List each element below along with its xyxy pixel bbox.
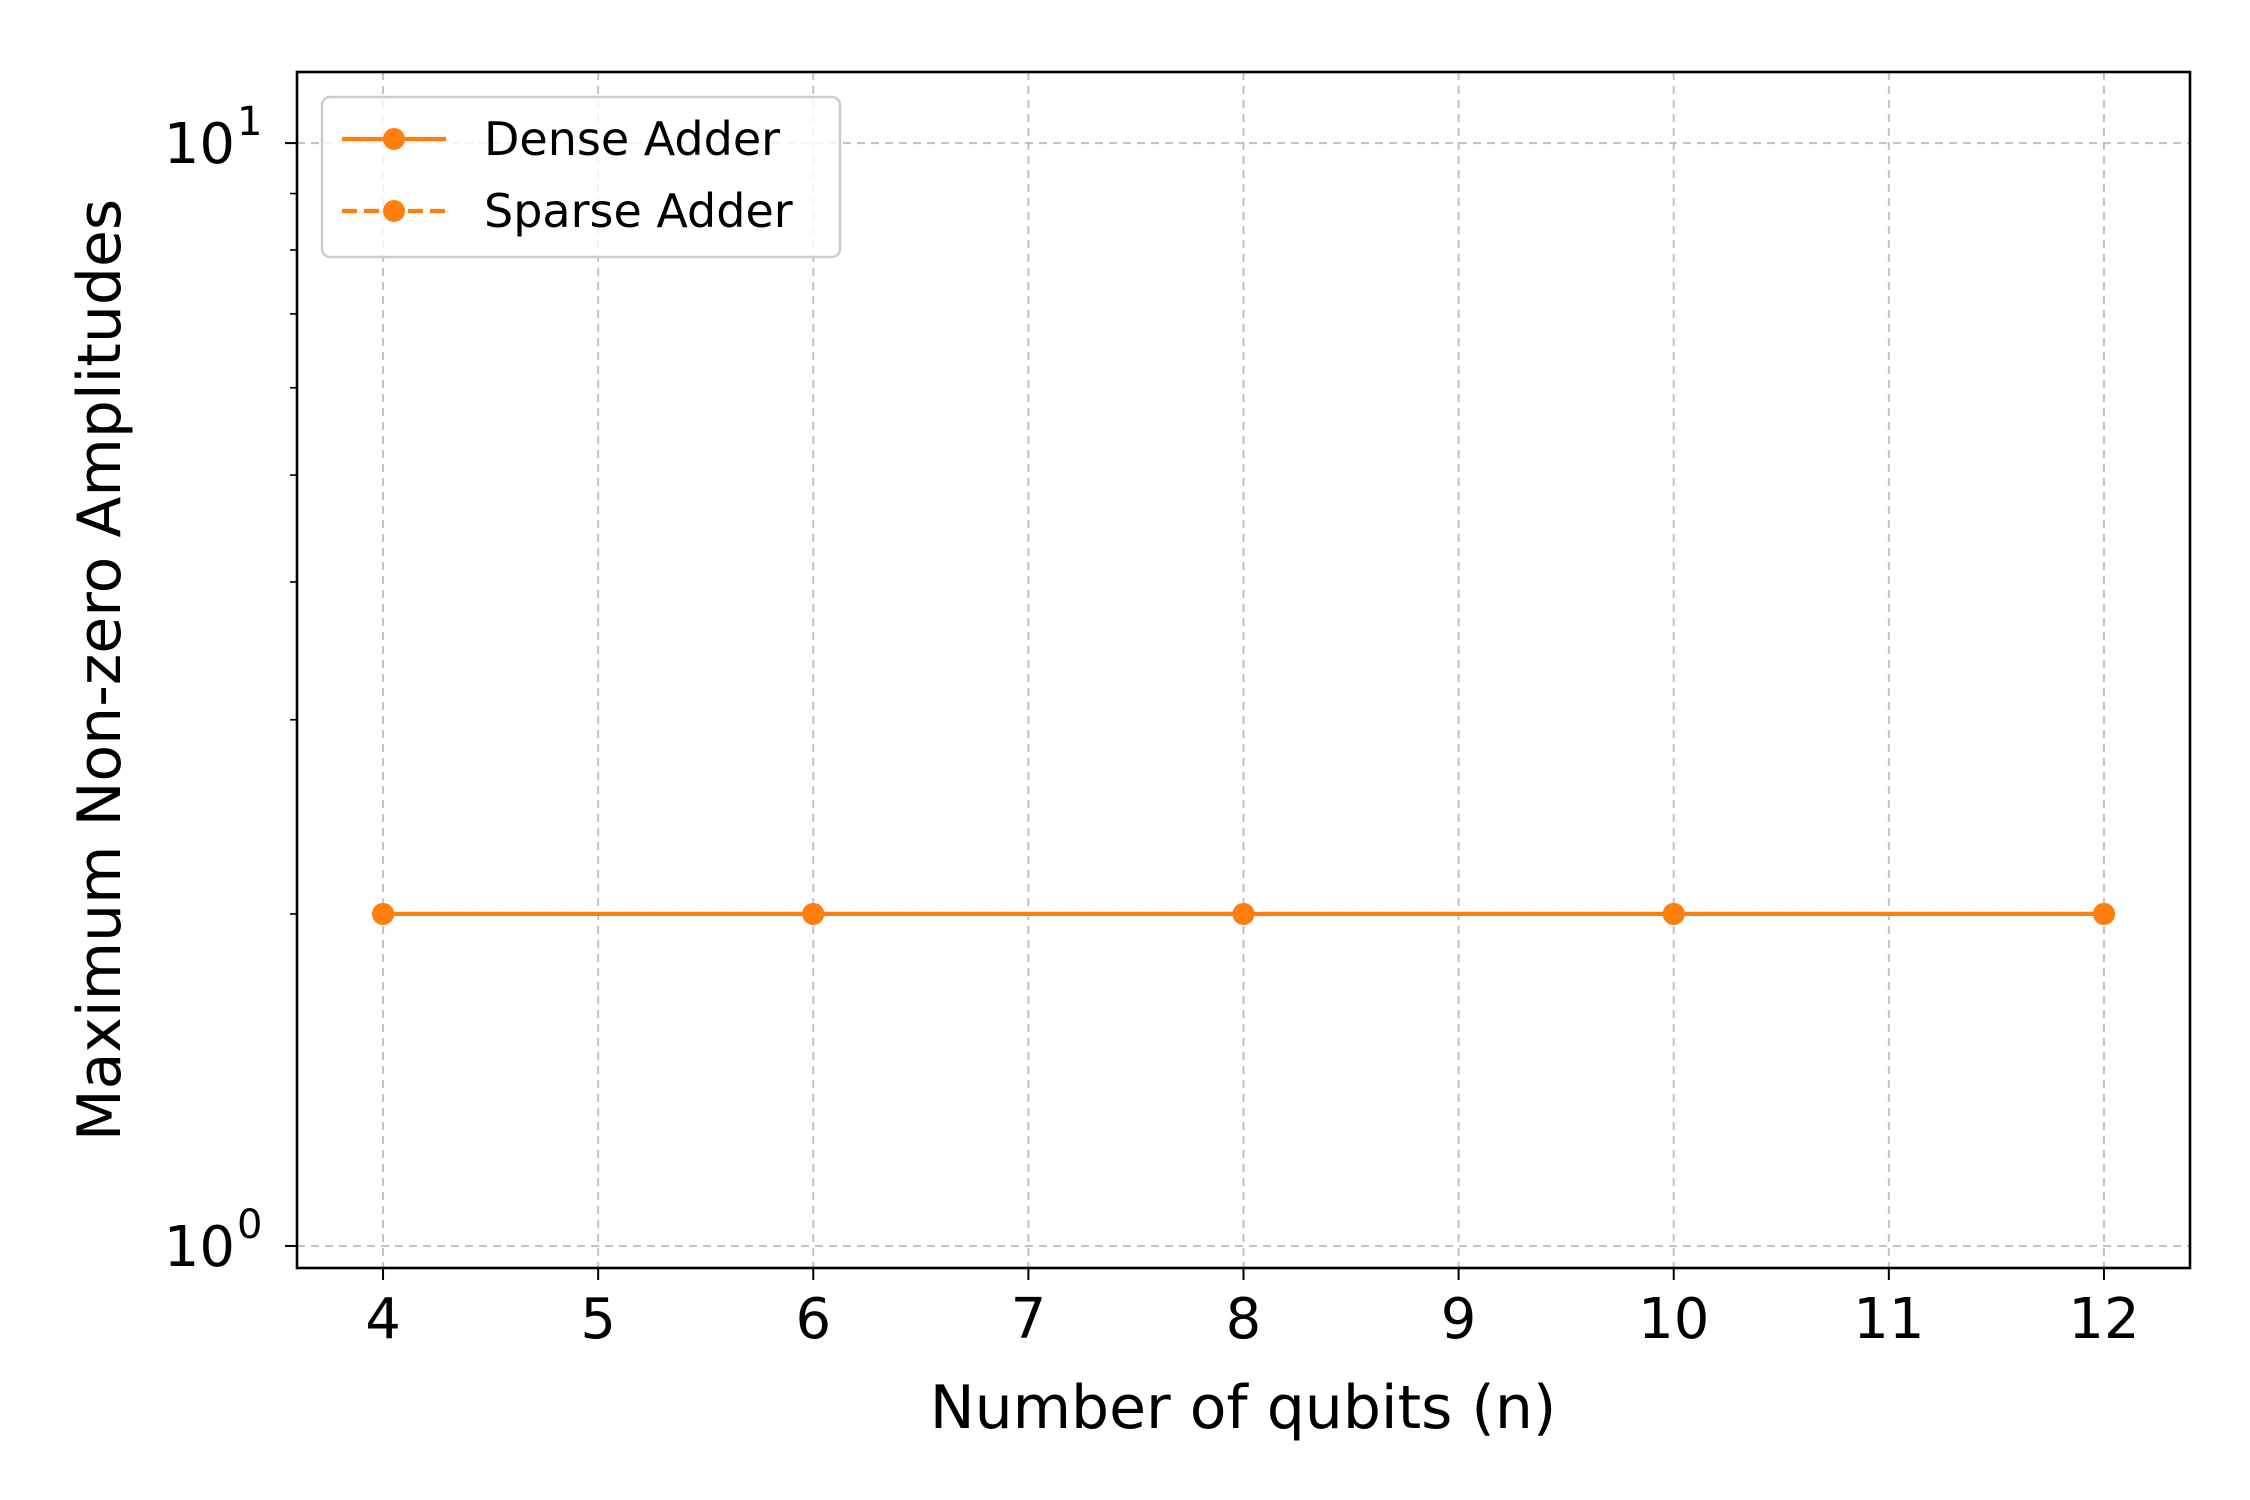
legend-marker-dense-adder (383, 128, 405, 150)
x-tick-label: 12 (2068, 1287, 2139, 1352)
x-tick-label: 5 (580, 1287, 616, 1352)
data-point-sparse-adder (802, 902, 825, 925)
legend-label-dense-adder: Dense Adder (484, 112, 780, 166)
data-point-sparse-adder (2092, 902, 2115, 925)
y-tick-label: 10 (164, 112, 235, 177)
legend-marker-sparse-adder (383, 200, 405, 222)
x-tick-label: 7 (1011, 1287, 1047, 1352)
data-point-sparse-adder (1232, 902, 1255, 925)
x-tick-label: 4 (365, 1287, 401, 1352)
legend-label-sparse-adder: Sparse Adder (484, 184, 793, 238)
plot-frame (295, 70, 2192, 1270)
x-axis-label: Number of qubits (n) (930, 1373, 1557, 1443)
legend: Dense Adder Sparse Adder (320, 95, 842, 259)
x-tick-label: 9 (1441, 1287, 1477, 1352)
legend-frame (320, 95, 842, 259)
data-point-sparse-adder (1662, 902, 1685, 925)
y-tick-exponent: 1 (237, 99, 262, 145)
x-axis-ticks: 4 5 6 7 8 9 10 11 12 (365, 1268, 2140, 1352)
x-tick-label: 11 (1853, 1287, 1924, 1352)
y-tick-label: 10 (164, 1215, 235, 1280)
data-point-sparse-adder (372, 902, 395, 925)
x-tick-label: 6 (795, 1287, 831, 1352)
y-tick-exponent: 0 (237, 1202, 262, 1248)
y-axis-label: Maximum Non-zero Amplitudes (65, 199, 135, 1141)
x-tick-label: 8 (1226, 1287, 1262, 1352)
x-tick-label: 10 (1638, 1287, 1709, 1352)
series-group (372, 902, 2115, 925)
